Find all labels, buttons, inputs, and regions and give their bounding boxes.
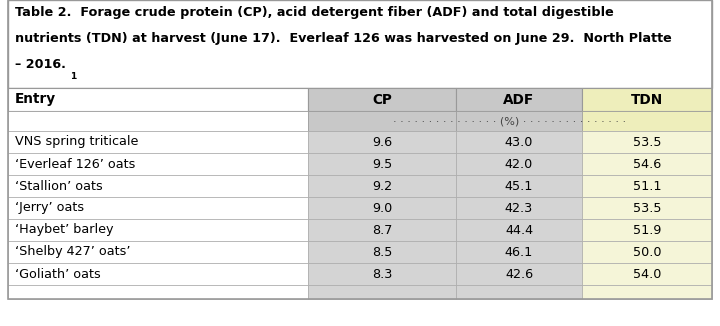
Bar (308, 88, 456, 111)
Bar (8, 263, 308, 285)
Bar (456, 241, 582, 263)
Bar (582, 197, 712, 219)
Bar (582, 111, 712, 131)
Bar (8, 88, 308, 111)
Text: 44.4: 44.4 (505, 224, 533, 236)
Bar (308, 131, 456, 153)
Bar (308, 175, 456, 197)
Bar (582, 131, 712, 153)
Text: 42.6: 42.6 (505, 268, 533, 280)
Bar (582, 153, 712, 175)
Text: 9.6: 9.6 (372, 136, 392, 149)
Text: 42.3: 42.3 (505, 201, 533, 215)
Text: 43.0: 43.0 (505, 136, 534, 149)
Bar (456, 88, 582, 111)
Bar (308, 219, 456, 241)
Bar (8, 285, 308, 299)
Bar (308, 241, 456, 263)
Bar (8, 131, 308, 153)
Bar (582, 241, 712, 263)
Text: Table 2.  Forage crude protein (CP), acid detergent fiber (ADF) and total digest: Table 2. Forage crude protein (CP), acid… (15, 6, 613, 19)
Text: 53.5: 53.5 (633, 201, 661, 215)
Bar (456, 197, 582, 219)
Bar (308, 153, 456, 175)
Bar (8, 175, 308, 197)
Bar (582, 88, 712, 111)
Text: 54.0: 54.0 (633, 268, 661, 280)
Text: 8.5: 8.5 (372, 245, 392, 259)
Text: 42.0: 42.0 (505, 157, 533, 170)
Text: Entry: Entry (15, 93, 56, 107)
Bar (456, 175, 582, 197)
Bar (582, 263, 712, 285)
Bar (456, 285, 582, 299)
Text: 9.5: 9.5 (372, 157, 392, 170)
Bar (456, 131, 582, 153)
Text: TDN: TDN (631, 93, 663, 107)
Text: 51.1: 51.1 (633, 180, 661, 192)
Text: ‘Everleaf 126’ oats: ‘Everleaf 126’ oats (15, 157, 135, 170)
Bar (308, 111, 456, 131)
Text: CP: CP (372, 93, 392, 107)
Bar (8, 197, 308, 219)
Bar (456, 111, 582, 131)
Text: ‘Goliath’ oats: ‘Goliath’ oats (15, 268, 101, 280)
Text: 54.6: 54.6 (633, 157, 661, 170)
Bar (8, 219, 308, 241)
Text: 50.0: 50.0 (633, 245, 661, 259)
Text: 8.3: 8.3 (372, 268, 392, 280)
Text: 53.5: 53.5 (633, 136, 661, 149)
Text: ‘Shelby 427’ oats’: ‘Shelby 427’ oats’ (15, 245, 130, 259)
Text: 9.2: 9.2 (372, 180, 392, 192)
Text: · · · · · · · · · · · · · · · (%) · · · · · · · · · · · · · · ·: · · · · · · · · · · · · · · · (%) · · · … (393, 116, 626, 126)
Text: ADF: ADF (503, 93, 535, 107)
Text: 8.7: 8.7 (372, 224, 392, 236)
Bar (8, 153, 308, 175)
Text: VNS spring triticale: VNS spring triticale (15, 136, 138, 149)
Text: ‘Stallion’ oats: ‘Stallion’ oats (15, 180, 103, 192)
Bar (308, 285, 456, 299)
Bar (456, 153, 582, 175)
Text: 9.0: 9.0 (372, 201, 392, 215)
Bar (582, 175, 712, 197)
Bar (8, 241, 308, 263)
Bar (8, 0, 712, 88)
Text: 45.1: 45.1 (505, 180, 534, 192)
Bar (456, 263, 582, 285)
Text: 51.9: 51.9 (633, 224, 661, 236)
Text: ‘Jerry’ oats: ‘Jerry’ oats (15, 201, 84, 215)
Text: ‘Haybet’ barley: ‘Haybet’ barley (15, 224, 114, 236)
Bar (308, 263, 456, 285)
Bar (582, 285, 712, 299)
Bar (582, 219, 712, 241)
Bar (308, 197, 456, 219)
Text: nutrients (TDN) at harvest (June 17).  Everleaf 126 was harvested on June 29.  N: nutrients (TDN) at harvest (June 17). Ev… (15, 32, 672, 45)
Bar (8, 111, 308, 131)
Bar (456, 219, 582, 241)
Text: – 2016.: – 2016. (15, 58, 66, 71)
Text: 46.1: 46.1 (505, 245, 533, 259)
Text: 1: 1 (70, 72, 76, 81)
